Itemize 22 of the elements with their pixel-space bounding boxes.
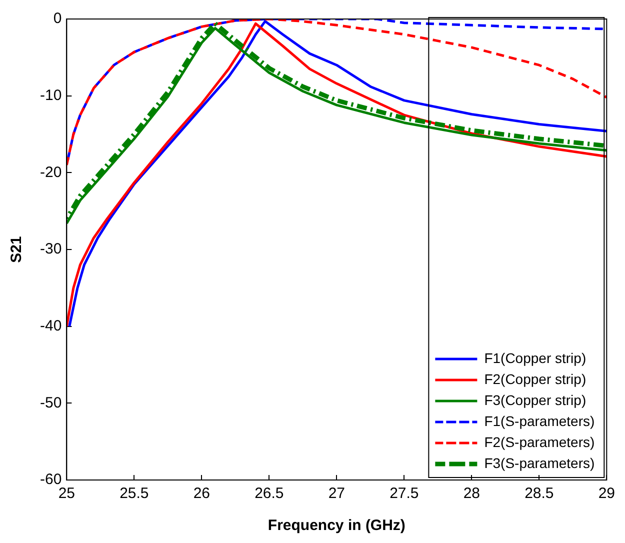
y-tick-label: 0 [53,10,62,28]
legend-label: F1(S-parameters) [484,412,595,429]
x-tick-label: 26 [193,485,210,502]
x-tick-label: 28.5 [524,485,554,502]
x-tick-label: 28 [463,485,480,502]
legend-label: F3(S-parameters) [484,454,595,471]
x-tick-label: 27 [328,485,346,502]
y-tick-label: -50 [40,394,62,412]
y-tick-label: -20 [40,164,62,181]
y-tick-label: -30 [40,240,62,258]
y-axis-title: S21 [8,236,26,263]
legend-label: F1(Copper strip) [484,350,586,366]
x-tick-label: 27.5 [390,485,419,502]
legend-label: F2(Copper strip) [484,370,586,387]
legend-label: F2(S-parameters) [484,434,595,450]
y-tick-label: -40 [40,317,62,334]
x-tick-label: 26.5 [254,485,284,502]
y-tick-label: -10 [40,86,62,104]
legend-label: F3(Copper strip) [484,392,586,408]
x-axis-title: Frequency in (GHz) [268,517,406,534]
x-tick-label: 29 [598,485,615,502]
x-tick-label: 25.5 [120,485,149,502]
